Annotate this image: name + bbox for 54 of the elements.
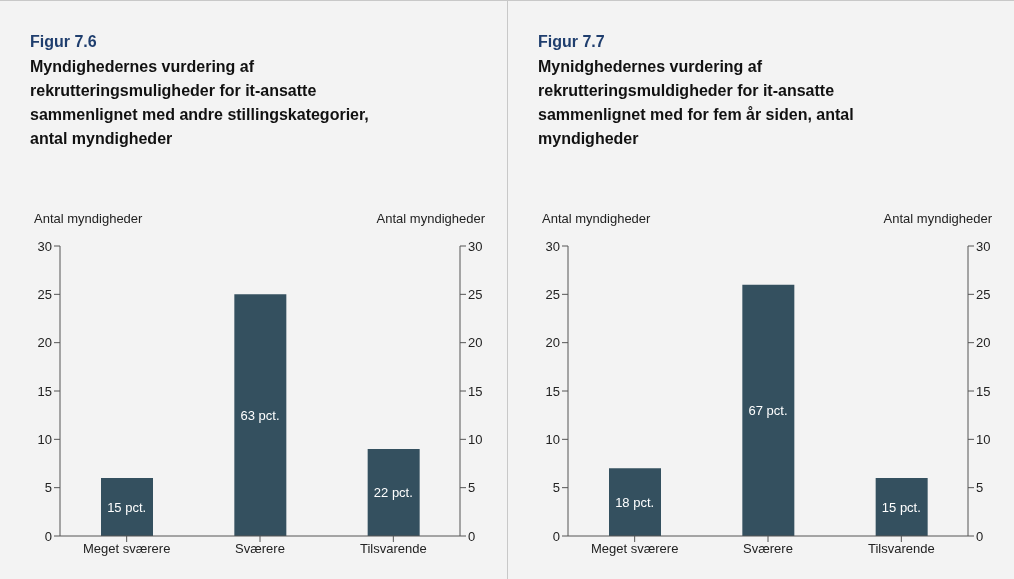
bar	[609, 468, 661, 536]
y-tick-label: 30	[37, 238, 52, 254]
y2-tick-label: 10	[976, 431, 991, 447]
y-tick-label: 10	[545, 431, 560, 447]
y-tick-label: 10	[37, 431, 52, 447]
y-tick-label: 0	[552, 528, 560, 544]
y2-tick-label: 10	[468, 431, 483, 447]
y2-axis-title: Antal myndigheder	[376, 211, 485, 226]
annotation: 18 pct.	[615, 494, 655, 510]
y2-tick-label: 15	[976, 383, 991, 399]
x-tick-label: Tilsvarende	[359, 541, 427, 557]
y2-tick-label: 30	[976, 238, 991, 254]
y-tick-label: 30	[545, 238, 560, 254]
y2-tick-label: 25	[468, 286, 483, 302]
x-tick-label: Tilsvarende	[867, 541, 935, 557]
y2-tick-label: 30	[468, 238, 483, 254]
chart-subtitle: Mynidghedernes vurdering af rekrutteringsmuldigheder for it-ansatte sammenlignet med for fem år siden, antal myndigheder	[538, 57, 855, 149]
y2-tick-label: 20	[468, 335, 483, 351]
bar	[742, 284, 795, 536]
y-tick-label: 25	[545, 286, 560, 302]
y2-tick-label: 0	[468, 528, 476, 544]
annotation: 15 pct.	[881, 499, 921, 515]
y-tick-label: 25	[37, 286, 52, 302]
x-tick-label: Meget sværere	[82, 541, 171, 557]
bar	[875, 478, 928, 536]
y-tick-label: 20	[37, 335, 52, 351]
y-tick-label: 5	[44, 480, 52, 496]
y-tick-label: 20	[545, 335, 560, 351]
y2-axis-title: Antal myndigheder	[883, 211, 992, 226]
chart-title: Figur 7.6	[30, 33, 98, 51]
annotation: 22 pct.	[373, 485, 413, 501]
y2-tick-label: 20	[976, 335, 991, 351]
y-axis-title: Antal myndigheder	[542, 211, 651, 226]
bar	[234, 294, 287, 536]
annotation: 15 pct.	[107, 499, 147, 515]
chart-subtitle: Myndighedernes vurdering af rekrutteringsmuligheder for it-ansatte sammenlignet med andre stillingskategorier, antal myndigheder	[30, 57, 370, 149]
x-tick-label: Sværere	[743, 541, 793, 557]
x-tick-label: Meget sværere	[590, 541, 679, 557]
y2-tick-label: 0	[976, 528, 984, 544]
y2-tick-label: 15	[468, 383, 483, 399]
y-tick-label: 0	[44, 528, 52, 544]
y-tick-label: 15	[545, 383, 560, 399]
chart-title: Figur 7.7	[538, 33, 606, 51]
y2-tick-label: 5	[468, 480, 476, 496]
x-tick-label: Sværere	[235, 541, 285, 557]
annotation: 67 pct.	[748, 402, 788, 418]
y-axis-title: Antal myndigheder	[34, 211, 143, 226]
y-tick-label: 15	[37, 383, 52, 399]
y2-tick-label: 5	[976, 480, 984, 496]
bar	[367, 449, 420, 536]
annotation: 63 pct.	[240, 407, 280, 423]
bar	[101, 478, 153, 536]
y2-tick-label: 25	[976, 286, 991, 302]
y-tick-label: 5	[552, 480, 560, 496]
